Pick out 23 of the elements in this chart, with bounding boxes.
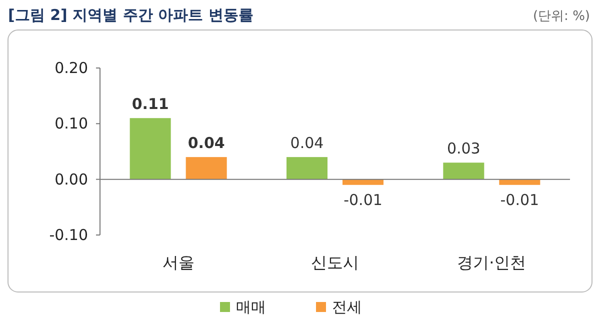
data-label: 0.04	[188, 134, 225, 152]
y-tick-label: 0.20	[54, 59, 88, 77]
x-tick-label: 경기·인천	[457, 253, 526, 272]
data-label: 0.03	[446, 140, 480, 158]
chart-title: [그림 2] 지역별 주간 아파트 변동률	[8, 6, 254, 24]
data-label: -0.01	[344, 190, 382, 209]
bar	[186, 157, 227, 180]
data-label: 0.11	[132, 95, 169, 114]
legend-label: 전세	[332, 298, 362, 316]
bar	[342, 179, 384, 185]
y-tick-label: 0.10	[54, 114, 88, 133]
data-label: 0.04	[290, 134, 324, 152]
bar	[286, 157, 328, 180]
bar	[130, 118, 171, 180]
y-tick-label: 0.00	[54, 170, 88, 188]
y-tick-label: -0.10	[49, 226, 88, 244]
bar	[499, 179, 540, 185]
x-tick-label: 서울	[162, 253, 194, 272]
legend-label: 매매	[236, 298, 266, 316]
x-tick-label: 신도시	[311, 253, 359, 272]
bar	[443, 162, 484, 180]
data-label: -0.01	[500, 190, 540, 209]
text: (단위: %)	[532, 9, 590, 24]
